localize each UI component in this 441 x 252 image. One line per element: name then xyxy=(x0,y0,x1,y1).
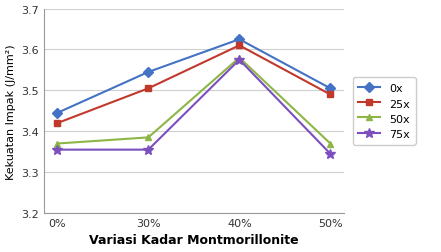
0x xyxy=(55,112,60,115)
75x xyxy=(237,59,242,62)
25x xyxy=(55,122,60,125)
0x xyxy=(146,71,151,74)
75x xyxy=(328,153,333,156)
25x xyxy=(237,45,242,48)
50x xyxy=(55,142,60,145)
75x xyxy=(55,148,60,151)
0x xyxy=(237,39,242,42)
Line: 50x: 50x xyxy=(54,55,334,147)
75x xyxy=(146,148,151,151)
50x xyxy=(237,57,242,60)
25x xyxy=(328,93,333,97)
Line: 0x: 0x xyxy=(54,37,334,117)
Legend: 0x, 25x, 50x, 75x: 0x, 25x, 50x, 75x xyxy=(352,78,415,145)
50x xyxy=(146,136,151,139)
Line: 25x: 25x xyxy=(54,43,334,127)
50x xyxy=(328,142,333,145)
0x xyxy=(328,87,333,90)
Line: 75x: 75x xyxy=(52,56,335,159)
25x xyxy=(146,87,151,90)
X-axis label: Variasi Kadar Montmorillonite: Variasi Kadar Montmorillonite xyxy=(89,234,299,246)
Y-axis label: Kekuatan Impak (J/mm²): Kekuatan Impak (J/mm²) xyxy=(6,44,15,179)
